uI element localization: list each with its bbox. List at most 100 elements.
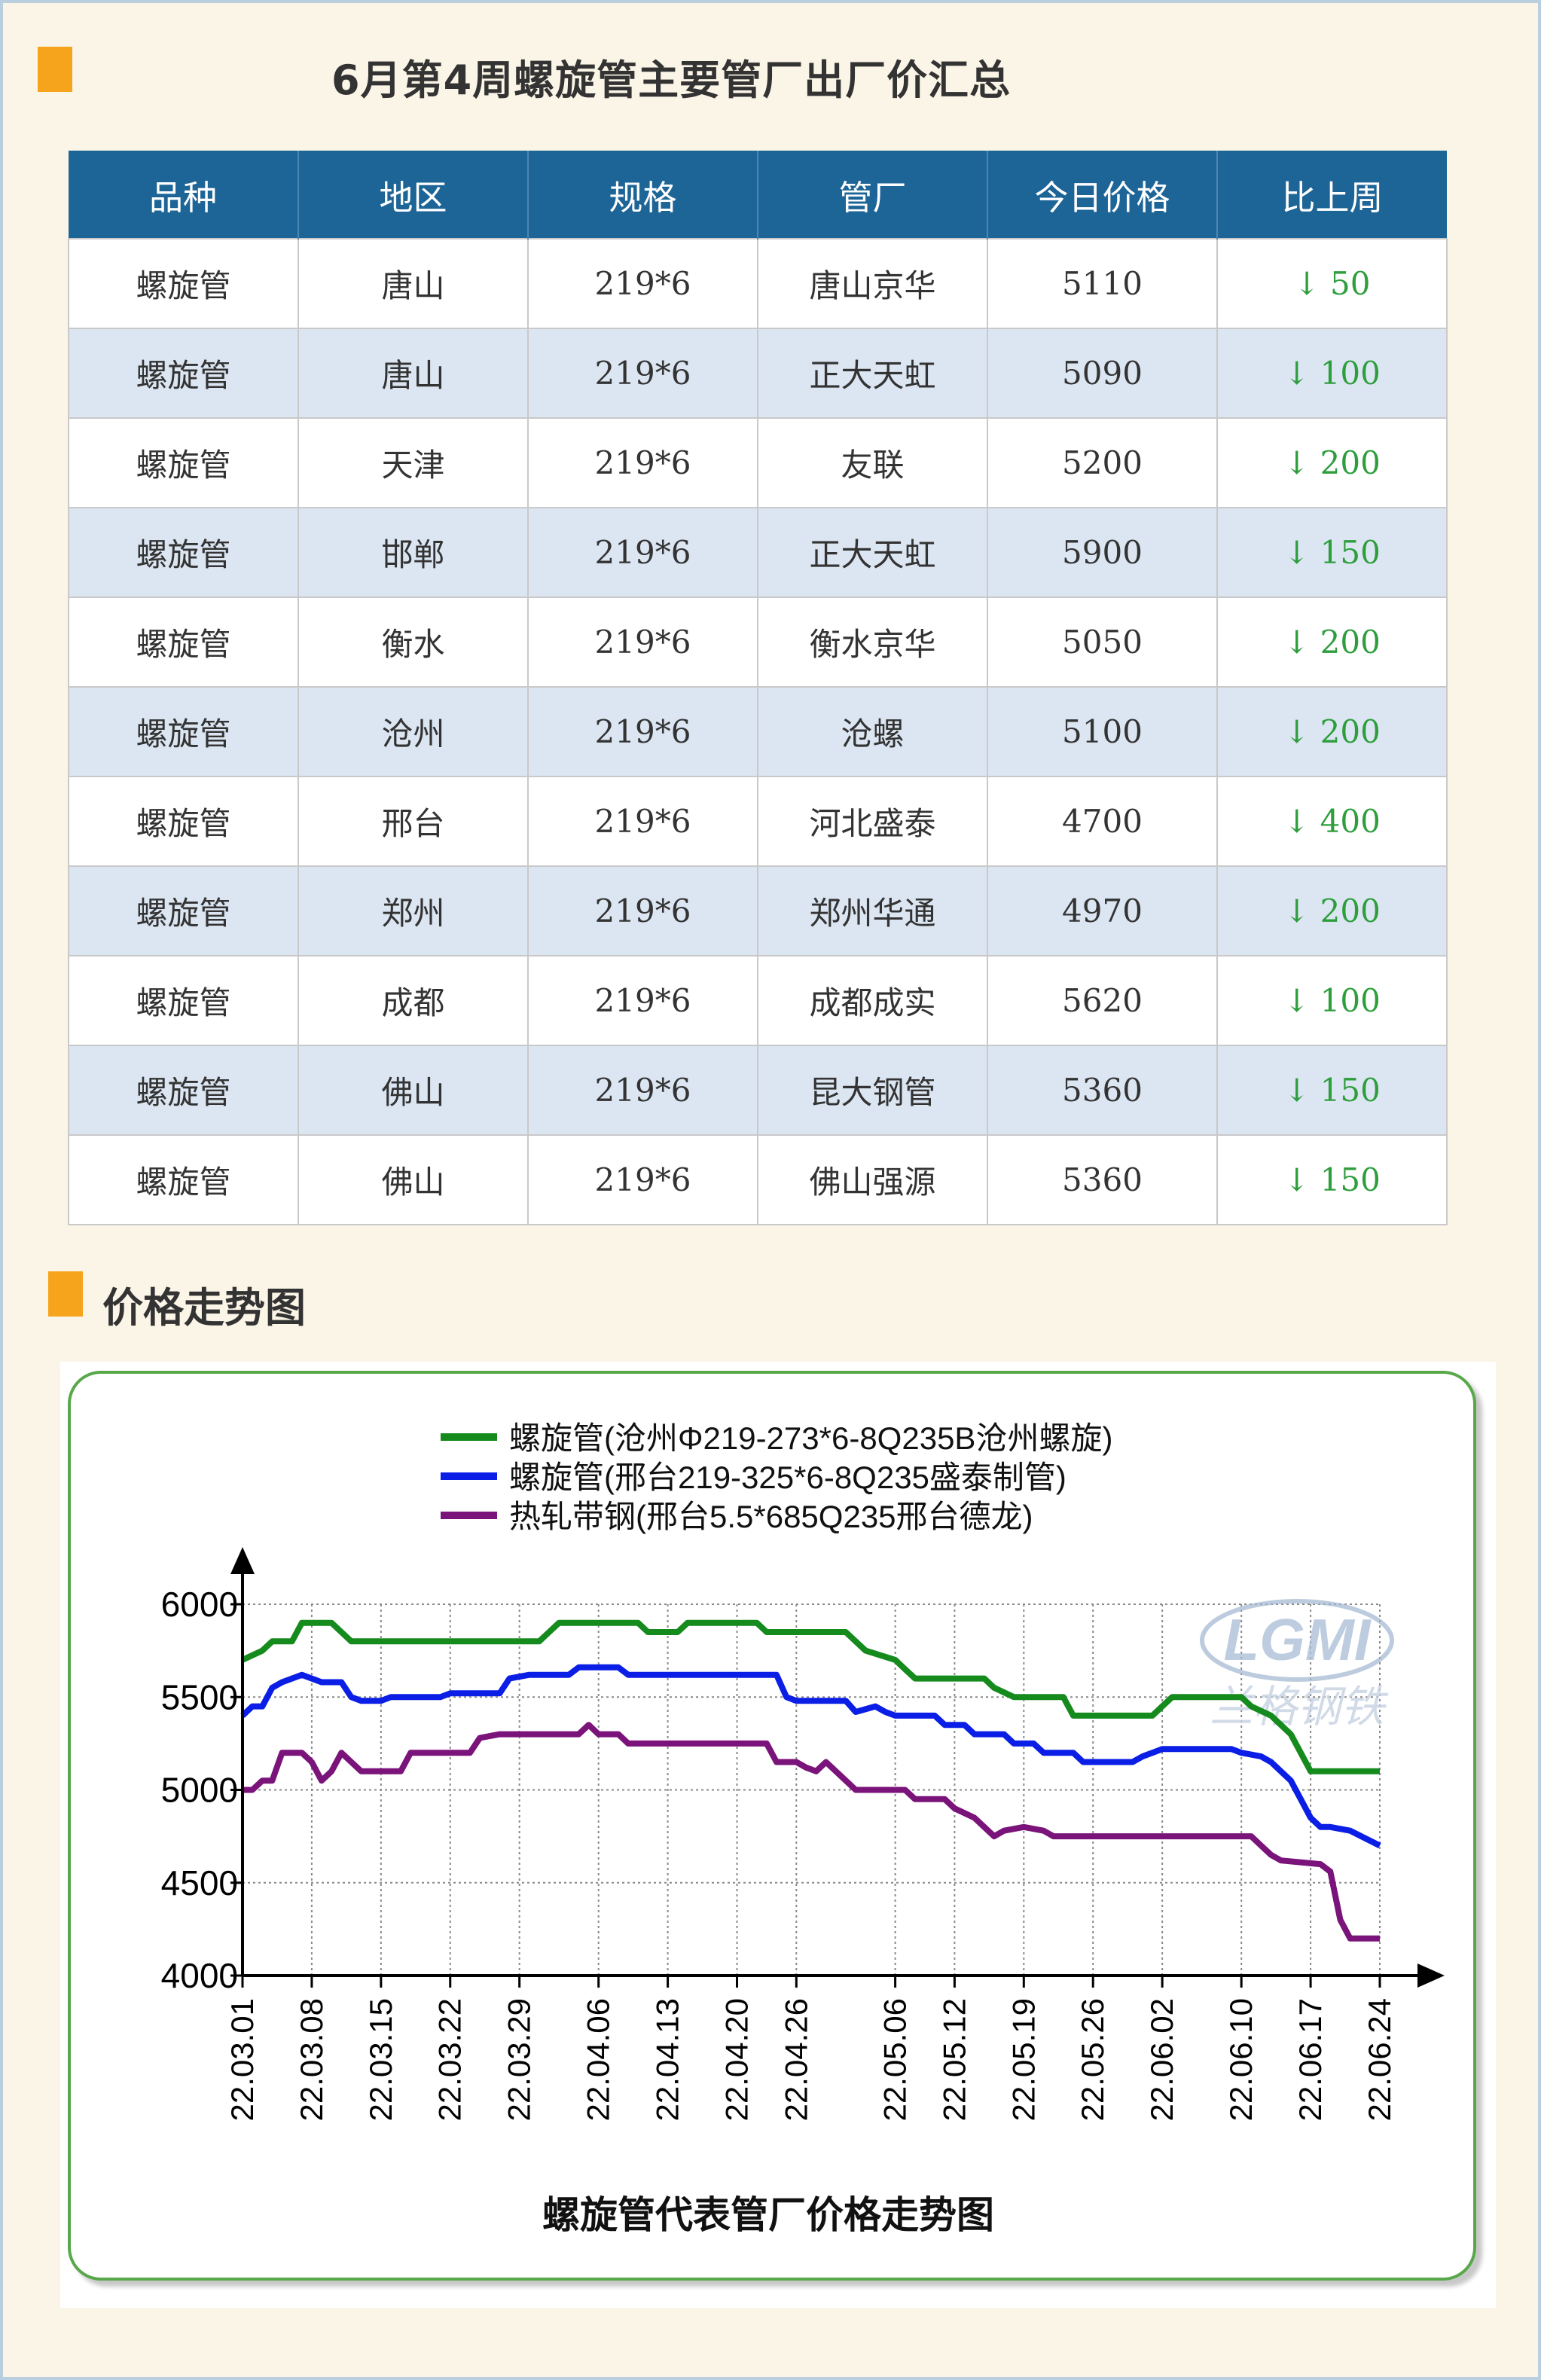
series-line-2 — [240, 1664, 1381, 1849]
column-header: 地区 — [298, 151, 529, 239]
table-cell: 螺旋管 — [68, 865, 299, 957]
column-header: 规格 — [528, 151, 758, 239]
table-cell: 唐山京华 — [757, 238, 988, 329]
change-cell: ↓ 200 — [1216, 597, 1448, 688]
table-body: 螺旋管 唐山 219*6 唐山京华 5110 ↓ 50 螺旋管 唐山 219*6 正大天虹 5090… — [68, 238, 1448, 1225]
change-cell: ↓ 100 — [1216, 328, 1448, 419]
x-tick-label: 22.05.12 — [936, 1998, 972, 2122]
table-cell: 219*6 — [527, 417, 758, 508]
table-cell: 邢台 — [298, 776, 529, 867]
table-cell: 螺旋管 — [68, 1045, 299, 1136]
x-tick-label: 22.03.01 — [224, 1998, 260, 2122]
table-cell: 219*6 — [527, 955, 758, 1046]
change-cell: ↓ 400 — [1216, 776, 1448, 867]
table-cell: 219*6 — [527, 1045, 758, 1136]
table-cell: 219*6 — [527, 238, 758, 329]
y-tick-label: 4500 — [161, 1863, 238, 1902]
table-cell: 沧螺 — [757, 686, 988, 777]
legend-label: 热轧带钢(邢台5.5*685Q235邢台德龙) — [509, 1499, 1033, 1534]
table-cell: 5110 — [987, 238, 1218, 329]
chart-grid — [242, 1603, 1381, 1976]
table-cell: 螺旋管 — [68, 507, 299, 598]
y-tick-label: 5000 — [161, 1771, 238, 1810]
table-cell: 河北盛泰 — [757, 776, 988, 867]
table-row: 螺旋管 天津 219*6 友联 5200 ↓ 200 — [68, 417, 1448, 508]
chart-title: 螺旋管代表管厂价格走势图 — [542, 2194, 994, 2236]
table-cell: 衡水 — [298, 597, 529, 688]
table-cell: 5360 — [987, 1134, 1218, 1225]
table-row: 螺旋管 郑州 219*6 郑州华通 4970 ↓ 200 — [68, 865, 1448, 957]
x-axis-arrow — [1417, 1964, 1445, 1988]
table-cell: 成都 — [298, 955, 529, 1046]
y-tick-label: 5500 — [161, 1677, 238, 1716]
table-cell: 219*6 — [527, 776, 758, 867]
table-row: 螺旋管 沧州 219*6 沧螺 5100 ↓ 200 — [68, 686, 1448, 777]
section-title: 价格走势图 — [102, 1284, 306, 1332]
table-row: 螺旋管 邢台 219*6 河北盛泰 4700 ↓ 400 — [68, 776, 1448, 867]
change-cell: ↓ 200 — [1216, 865, 1448, 957]
table-row: 螺旋管 佛山 219*6 佛山强源 5360 ↓ 150 — [68, 1134, 1448, 1225]
column-header: 今日价格 — [987, 151, 1218, 239]
table-cell: 4700 — [987, 776, 1218, 867]
table-cell: 螺旋管 — [68, 328, 299, 419]
table-cell: 友联 — [757, 417, 988, 508]
table-cell: 衡水京华 — [757, 597, 988, 688]
table-cell: 佛山强源 — [757, 1134, 988, 1225]
x-tick-label: 22.06.02 — [1144, 1998, 1179, 2122]
page-title: 6月第4周螺旋管主要管厂出厂价汇总 — [331, 56, 1012, 104]
table-row: 螺旋管 唐山 219*6 唐山京华 5110 ↓ 50 — [68, 238, 1448, 329]
x-tick-label: 22.04.20 — [719, 1998, 755, 2122]
chart-axes: 4000 4500 5000 5500 6000 22.03.01 22.03.08 22.0… — [161, 1547, 1445, 2122]
section-marker — [48, 1271, 83, 1317]
x-tick-label: 22.06.24 — [1362, 1998, 1397, 2122]
table-cell: 219*6 — [527, 507, 758, 598]
table-cell: 天津 — [298, 417, 529, 508]
change-cell: ↓ 200 — [1216, 686, 1448, 777]
watermark-sub: 兰格钢铁 — [1210, 1683, 1389, 1732]
x-tick-label: 22.03.22 — [432, 1998, 468, 2122]
table-cell: 郑州 — [298, 865, 529, 957]
change-cell: ↓ 200 — [1216, 417, 1448, 508]
x-tick-label: 22.04.26 — [778, 1998, 813, 2122]
chart-legend: 螺旋管(沧州Φ219-273*6-8Q235B沧州螺旋) 螺旋管(邢台219-32… — [441, 1420, 1112, 1534]
change-cell: ↓ 150 — [1216, 1134, 1448, 1225]
watermark-text: LGMI — [1224, 1606, 1372, 1673]
table-row: 螺旋管 邯郸 219*6 正大天虹 5900 ↓ 150 — [68, 507, 1448, 598]
legend-label: 螺旋管(沧州Φ219-273*6-8Q235B沧州螺旋) — [509, 1420, 1112, 1456]
table-cell: 219*6 — [527, 597, 758, 688]
table-cell: 219*6 — [527, 686, 758, 777]
x-tick-label: 22.03.29 — [502, 1998, 537, 2122]
x-tick-label: 22.04.13 — [650, 1998, 685, 2122]
table-cell: 5360 — [987, 1045, 1218, 1136]
table-row: 螺旋管 衡水 219*6 衡水京华 5050 ↓ 200 — [68, 597, 1448, 688]
y-tick-label: 4000 — [161, 1956, 238, 1995]
column-header: 比上周 — [1217, 151, 1447, 239]
x-tick-label: 22.03.08 — [294, 1998, 329, 2122]
x-tick-label: 22.06.17 — [1292, 1998, 1328, 2122]
y-axis-arrow — [230, 1547, 255, 1574]
table-cell: 螺旋管 — [68, 1134, 299, 1225]
table-cell: 219*6 — [527, 1134, 758, 1225]
table-cell: 正大天虹 — [757, 507, 988, 598]
table-cell: 5900 — [987, 507, 1218, 598]
table-header-row: 品种 地区 规格 管厂 今日价格 比上周 — [69, 151, 1447, 239]
table-cell: 螺旋管 — [68, 776, 299, 867]
table-cell: 219*6 — [527, 865, 758, 957]
price-table: 品种 地区 规格 管厂 今日价格 比上周 螺旋管 唐山 219*6 唐山京华 5110 ↓ 50 螺旋… — [68, 151, 1448, 1225]
table-cell: 219*6 — [527, 328, 758, 419]
change-cell: ↓ 50 — [1216, 238, 1448, 329]
table-cell: 成都成实 — [757, 955, 988, 1046]
table-cell: 昆大钢管 — [757, 1045, 988, 1136]
table-cell: 沧州 — [298, 686, 529, 777]
x-tick-label: 22.05.06 — [877, 1998, 913, 2122]
table-cell: 郑州华通 — [757, 865, 988, 957]
x-tick-label: 22.04.06 — [581, 1998, 616, 2122]
change-cell: ↓ 150 — [1216, 1045, 1448, 1136]
table-cell: 5050 — [987, 597, 1218, 688]
column-header: 管厂 — [758, 151, 988, 239]
table-cell: 5090 — [987, 328, 1218, 419]
table-cell: 邯郸 — [298, 507, 529, 598]
table-cell: 螺旋管 — [68, 955, 299, 1046]
table-cell: 5200 — [987, 417, 1218, 508]
